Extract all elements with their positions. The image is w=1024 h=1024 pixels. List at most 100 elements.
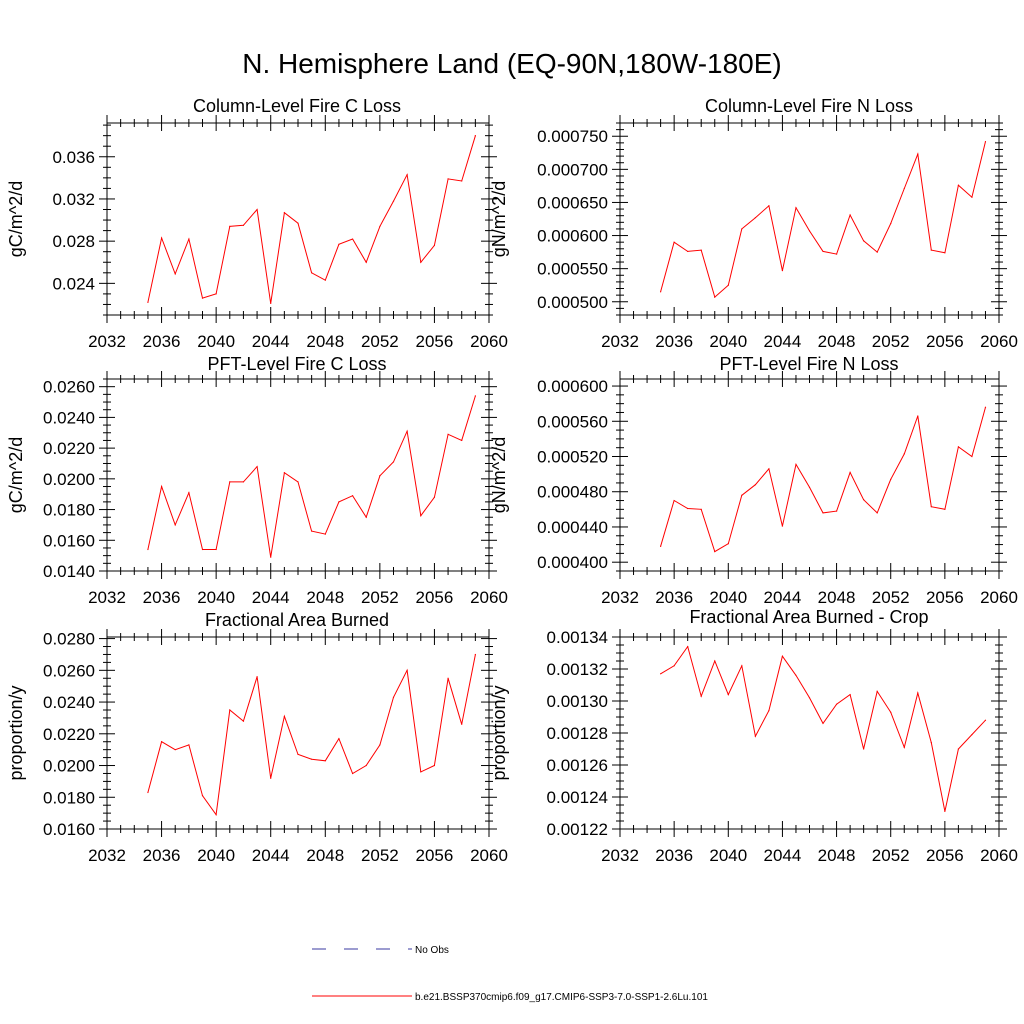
data-point bbox=[392, 200, 395, 202]
data-point bbox=[365, 516, 367, 518]
x-tick-label: 2056 bbox=[416, 588, 454, 607]
panel-title: PFT-Level Fire C Loss bbox=[207, 354, 386, 374]
y-axis-label: proportion/y bbox=[6, 685, 26, 780]
data-point bbox=[420, 261, 422, 263]
data-point bbox=[160, 741, 163, 743]
y-tick-label: 0.00126 bbox=[547, 756, 608, 775]
data-point bbox=[876, 690, 878, 693]
x-tick-label: 2036 bbox=[143, 846, 181, 865]
x-tick-label: 2060 bbox=[980, 332, 1018, 351]
data-point bbox=[863, 240, 865, 242]
data-point bbox=[215, 293, 217, 295]
data-point bbox=[283, 715, 285, 717]
data-point bbox=[433, 496, 436, 498]
y-axis-label: gN/m^2/d bbox=[489, 181, 509, 257]
series-line bbox=[147, 654, 476, 817]
data-point bbox=[201, 548, 204, 551]
y-tick-label: 0.000400 bbox=[537, 553, 608, 572]
plot-frame bbox=[106, 378, 490, 572]
data-point bbox=[174, 273, 176, 275]
x-tick-label: 2052 bbox=[361, 846, 399, 865]
y-tick-label: 0.000700 bbox=[537, 160, 608, 179]
panel-title: Column-Level Fire N Loss bbox=[705, 96, 913, 116]
data-point bbox=[835, 510, 838, 512]
data-point bbox=[229, 225, 231, 227]
data-point bbox=[700, 695, 702, 697]
data-point bbox=[447, 433, 449, 435]
data-point bbox=[242, 224, 245, 226]
x-tick-label: 2040 bbox=[197, 332, 235, 351]
data-point bbox=[283, 212, 285, 214]
data-point bbox=[256, 208, 258, 211]
data-point bbox=[957, 446, 959, 448]
data-point bbox=[795, 463, 797, 466]
data-point bbox=[890, 711, 892, 713]
x-tick-label: 2048 bbox=[818, 846, 856, 865]
data-point bbox=[714, 551, 716, 553]
data-point bbox=[433, 764, 436, 767]
y-tick-label: 0.0260 bbox=[43, 378, 95, 397]
data-point bbox=[727, 543, 729, 545]
data-point bbox=[392, 461, 395, 463]
data-point bbox=[474, 395, 476, 397]
y-tick-label: 0.028 bbox=[52, 232, 95, 251]
data-point bbox=[984, 719, 987, 721]
data-point bbox=[714, 660, 716, 662]
x-tick-label: 2056 bbox=[926, 332, 964, 351]
y-tick-label: 0.000500 bbox=[537, 293, 608, 312]
x-tick-label: 2032 bbox=[601, 846, 639, 865]
data-point bbox=[338, 243, 340, 245]
x-tick-label: 2052 bbox=[872, 846, 910, 865]
y-tick-label: 0.0160 bbox=[43, 820, 95, 839]
data-point bbox=[957, 184, 959, 186]
data-point bbox=[984, 140, 987, 143]
data-point bbox=[971, 196, 973, 198]
y-tick-label: 0.00122 bbox=[547, 820, 608, 839]
data-point bbox=[808, 697, 811, 699]
data-point bbox=[835, 703, 838, 705]
data-point bbox=[822, 250, 824, 253]
data-point bbox=[324, 760, 326, 762]
data-point bbox=[930, 742, 932, 744]
data-point bbox=[365, 261, 367, 263]
data-point bbox=[256, 676, 258, 678]
y-tick-label: 0.000750 bbox=[537, 127, 608, 146]
data-point bbox=[754, 735, 756, 737]
data-point bbox=[795, 207, 797, 209]
x-tick-label: 2032 bbox=[88, 588, 126, 607]
y-tick-label: 0.00132 bbox=[547, 660, 608, 679]
data-point bbox=[741, 228, 743, 230]
x-tick-label: 2036 bbox=[655, 332, 693, 351]
y-tick-label: 0.000600 bbox=[537, 227, 608, 246]
x-tick-label: 2036 bbox=[143, 588, 181, 607]
data-point bbox=[433, 244, 436, 246]
data-point bbox=[687, 646, 689, 648]
data-point bbox=[420, 515, 422, 517]
y-tick-label: 0.00130 bbox=[547, 692, 608, 711]
data-point bbox=[474, 653, 476, 656]
data-point bbox=[714, 296, 716, 298]
x-tick-label: 2044 bbox=[252, 846, 290, 865]
panel-title: Column-Level Fire C Loss bbox=[193, 96, 401, 116]
data-point bbox=[311, 530, 313, 532]
chart-panel-4: PFT-Level Fire N Loss gN/m^2/d 2032 2036 204… bbox=[489, 354, 1018, 607]
y-tick-label: 0.0240 bbox=[43, 408, 95, 427]
data-point bbox=[903, 187, 905, 190]
data-point bbox=[447, 677, 449, 679]
data-point bbox=[297, 481, 299, 483]
data-point bbox=[297, 222, 299, 224]
data-point bbox=[215, 548, 217, 551]
data-point bbox=[392, 696, 395, 698]
data-point bbox=[930, 249, 932, 251]
panel-title: Fractional Area Burned bbox=[205, 610, 389, 630]
data-point bbox=[201, 795, 204, 797]
data-point bbox=[754, 217, 756, 219]
data-point bbox=[768, 205, 770, 207]
data-point bbox=[849, 214, 851, 216]
series-line bbox=[660, 141, 986, 298]
data-point bbox=[188, 492, 190, 494]
data-point bbox=[876, 512, 878, 514]
panel-title: PFT-Level Fire N Loss bbox=[719, 354, 898, 374]
data-point bbox=[420, 771, 422, 773]
